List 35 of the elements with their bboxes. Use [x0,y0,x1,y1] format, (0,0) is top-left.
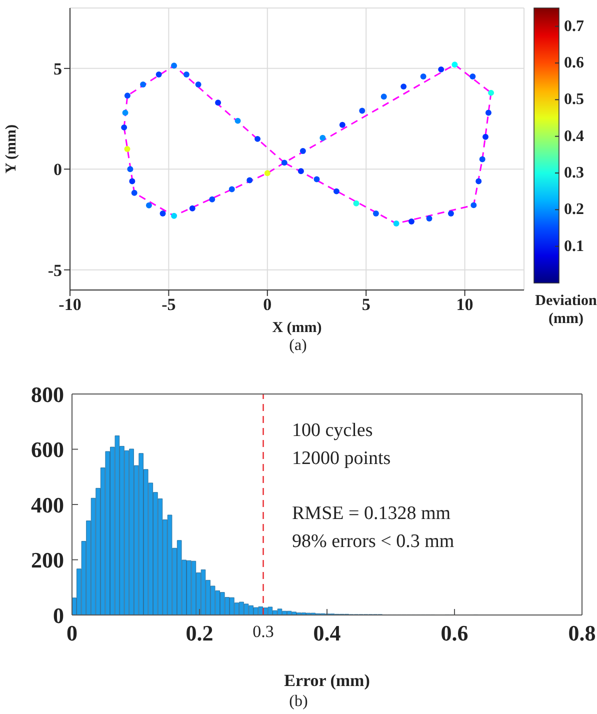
x-tick-label: -5 [162,295,176,314]
y-tick-label: 200 [31,548,64,573]
x-tick-label: 0.6 [440,620,468,646]
x-axis-title: Error (mm) [284,671,370,690]
color-bar-label: 0.4 [564,128,584,145]
color-bar-label: 0.5 [564,91,584,108]
text: (b) [288,693,309,711]
x-tick-label: 0 [263,295,272,314]
annotation: RMSE = 0.1328 mm [292,502,452,526]
x-tick-label: 0.4 [313,620,341,646]
y-axis-title: Y (mm) [3,124,20,174]
x-tick-label: 10 [456,295,474,314]
y-tick-label: 600 [31,437,64,462]
color-bar-label: 0.1 [564,238,584,255]
x-tick-label: 5 [362,295,370,314]
ref-line-label: 0.3 [252,622,274,642]
text: (a) [289,337,307,354]
color-bar-title: Deviation (mm) [535,293,597,327]
annotation: 12000 points [292,447,392,471]
y-tick-label: 0 [54,160,62,180]
y-tick-label: 400 [31,492,64,518]
x-axis-title: X (mm) [272,320,322,336]
color-bar-label: 0.2 [564,201,584,218]
y-tick-label: -5 [48,260,62,280]
color-bar-label: 0.3 [564,164,584,182]
y-tick-label: 800 [31,382,64,407]
x-tick-label: -10 [58,295,82,314]
y-tick-label: 0 [53,602,64,628]
color-bar-label: 0.7 [564,18,584,35]
y-tick-label: 5 [54,59,62,78]
x-tick-label: 0.2 [186,620,214,646]
annotation: 100 cycles [292,419,374,443]
color-bar-label: 0.6 [564,54,584,72]
annotation: 98% errors < 0.3 mm [292,530,454,554]
x-tick-label: 0.8 [568,620,596,646]
